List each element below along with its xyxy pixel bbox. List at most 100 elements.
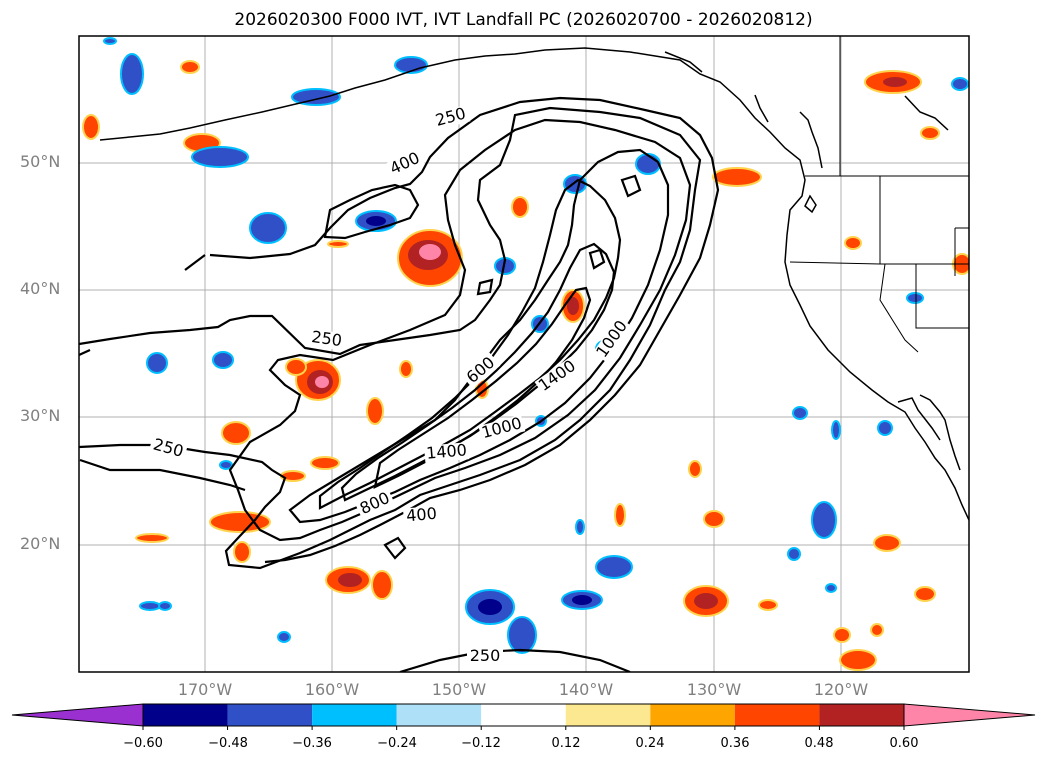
neg-blob [158,601,172,611]
neg-blob [825,583,837,593]
colorbar-extend-max [903,703,1036,727]
neg-blob [120,53,144,95]
neg-blob [212,351,234,369]
pos-blob [703,510,725,528]
neg-blob [792,406,808,420]
contour-800 [318,178,622,510]
pos-blob [920,126,940,140]
lon-label-160w: 160°W [304,680,360,699]
colorbar-tick-label: −0.48 [208,736,248,751]
pc-positive-blobs [82,60,969,671]
neg-blob [103,37,117,45]
pos-blob [180,60,200,74]
political-borders [789,36,969,353]
pos-blob [712,167,762,187]
lat-label-30n: 30°N [20,406,61,425]
pos-blob [209,511,271,533]
lat-label-50n: 50°N [20,152,61,171]
colorbar-segment [312,704,397,726]
neg-blob [635,153,661,175]
contour-600 [288,148,670,524]
neg-blob [146,352,168,374]
contour-label: 1400 [425,440,467,462]
pos-blob [285,358,307,376]
colorbar-tick-label: −0.60 [123,736,163,751]
contour-250-south [399,648,631,672]
colorbar-segment [396,704,482,726]
lon-label-150w: 150°W [431,680,487,699]
colorbar-segment [650,704,735,726]
colorbar-frame [142,703,905,727]
neg-blob [291,88,341,106]
colorbar-tick-label: 0.60 [889,736,919,751]
colorbar-tick-label: 0.24 [635,736,665,751]
pos-blob [310,456,340,470]
colorbar-tick-label: −0.24 [377,736,417,751]
lon-label-130w: 130°W [686,680,742,699]
colorbar-tick-label: −0.36 [292,736,332,751]
ivt-contours [79,96,720,672]
contour-250-main [79,106,702,570]
colorbar-segment [481,704,566,726]
contour-250-north [209,96,720,564]
pos-blob [511,196,529,218]
lon-label-140w: 140°W [558,680,614,699]
colorbar [11,703,1036,730]
colorbar-segment [227,704,313,726]
neg-blob [787,547,801,561]
neg-blob [877,420,893,436]
pos-blob [233,541,251,563]
pos-blob [221,421,251,445]
colorbar-tick-label: −0.12 [461,736,501,751]
colorbar-tick-label: 0.12 [551,736,581,751]
lat-label-40n: 40°N [20,279,61,298]
neg-blob [811,501,837,539]
neg-blob [951,77,969,91]
colorbar-extend-min [11,703,144,727]
pos-blob [688,460,702,478]
coastline [99,47,969,521]
contour-250-small2 [588,248,606,270]
pos-blob [758,599,778,611]
lon-label-170w: 170°W [177,680,233,699]
pos-blob [833,627,851,643]
contour-label: 250 [310,327,343,350]
map-frame [78,35,970,673]
contour-250-small4 [383,536,407,560]
pos-blob [873,534,901,552]
pos-blob [844,236,862,250]
pos-blob [839,649,877,671]
colorbar-segment [734,704,820,726]
pos-blob [914,586,936,602]
contour-400-inner [323,183,420,240]
neg-blob [219,460,233,470]
contour-label: 400 [405,504,437,526]
pos-blob [366,397,384,425]
pos-blob [82,114,100,140]
neg-blob [575,519,585,535]
neg-blob [507,616,537,654]
neg-blob [277,631,291,643]
pos-blob [870,623,884,637]
lon-label-120w: 120°W [813,680,869,699]
colorbar-segment [819,704,904,726]
neg-blob [191,146,249,168]
contour-label: 250 [470,646,501,665]
neg-blob [906,292,924,304]
pos-blob [135,533,169,543]
pos-blob [371,570,393,600]
pos-blob [399,360,413,378]
neg-blob [249,212,287,244]
contour-250-west [79,254,246,492]
neg-blob [831,420,841,440]
colorbar-tick-label: 0.36 [720,736,750,751]
neg-blob [139,601,161,611]
pos-blob [327,240,349,248]
neg-blob [595,555,633,579]
colorbar-tick-label: 0.48 [804,736,834,751]
contour-250-small1 [476,278,494,296]
map-title: 2026020300 F000 IVT, IVT Landfall PC (20… [234,10,813,30]
map-background [79,36,969,672]
colorbar-segment [565,704,651,726]
